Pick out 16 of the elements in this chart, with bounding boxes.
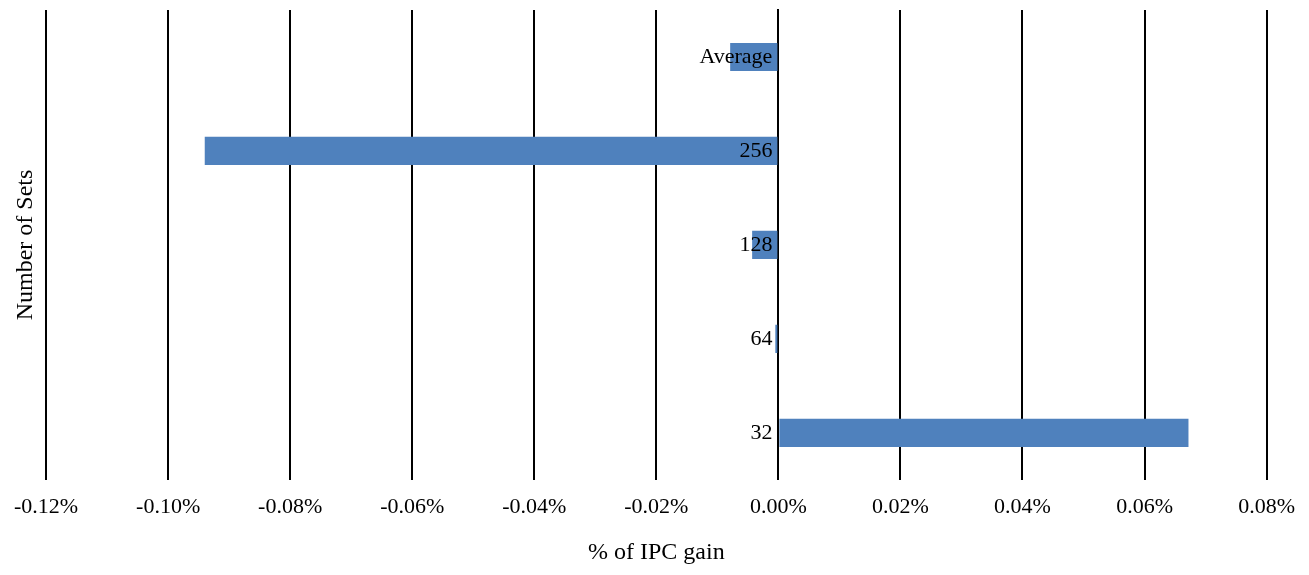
x-tick-label: -0.02% — [624, 492, 689, 518]
x-tick-label: 0.02% — [872, 492, 929, 518]
y-tick-label: 64 — [750, 324, 773, 350]
y-tick-label: 32 — [750, 418, 773, 444]
x-tick-label: -0.06% — [380, 492, 445, 518]
x-axis-title: % of IPC gain — [588, 537, 725, 564]
x-tick-label: -0.04% — [502, 492, 567, 518]
x-tick-label: -0.08% — [258, 492, 323, 518]
x-tick-label: 0.04% — [994, 492, 1051, 518]
x-tick-label: 0.00% — [749, 492, 807, 518]
x-tick-label: -0.10% — [136, 492, 201, 518]
x-tick-label: 0.08% — [1238, 492, 1295, 518]
y-axis-title: Number of Sets — [10, 169, 38, 321]
x-tick-label: -0.12% — [14, 492, 79, 518]
x-tick-label: 0.06% — [1116, 492, 1173, 518]
y-tick-label: 256 — [739, 136, 773, 162]
